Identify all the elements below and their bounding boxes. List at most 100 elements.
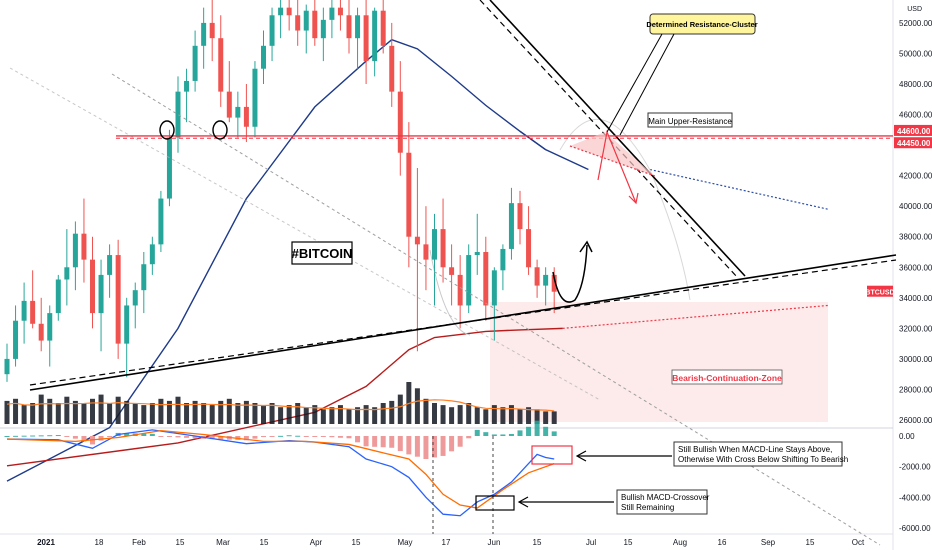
volume-bar bbox=[320, 409, 326, 424]
volume-bar bbox=[132, 403, 138, 424]
candle-body bbox=[337, 7, 343, 16]
volume-bar bbox=[526, 407, 532, 424]
bearish-continuation-zone bbox=[490, 302, 828, 422]
macd-histogram-bar bbox=[124, 433, 130, 436]
volume-bar bbox=[218, 400, 224, 424]
candle-body bbox=[346, 15, 352, 39]
macd-histogram-bar bbox=[457, 436, 463, 447]
macd-histogram-bar bbox=[543, 426, 549, 436]
bounce-projection-curve bbox=[552, 244, 588, 303]
candle-body bbox=[13, 320, 19, 359]
currency-label: USD bbox=[907, 6, 922, 13]
title-box bbox=[291, 241, 353, 265]
macd-note-arrow-head bbox=[575, 450, 587, 462]
candle-body bbox=[252, 68, 258, 127]
candle-body bbox=[312, 10, 318, 39]
macd-histogram-bar bbox=[295, 435, 301, 437]
current-price-tag-label: BTCUSD bbox=[865, 290, 894, 297]
volume-ma-line bbox=[6, 399, 555, 412]
time-tick-label: Aug bbox=[673, 538, 687, 547]
price-tick-label: 36000.00 bbox=[899, 263, 932, 272]
volume-bar bbox=[372, 407, 378, 424]
candle-body bbox=[226, 91, 232, 118]
candle-body bbox=[47, 313, 53, 341]
candle-body bbox=[500, 248, 506, 271]
candle-body bbox=[192, 45, 198, 81]
time-tick-label: May bbox=[397, 538, 412, 547]
time-tick-label: 15 bbox=[352, 538, 361, 547]
macd-note-line-1: Still Bullish When MACD-Line Stays Above… bbox=[678, 445, 832, 454]
macd-histogram-bar bbox=[218, 436, 224, 440]
candle-body bbox=[320, 19, 326, 39]
crossover-note-box bbox=[616, 489, 708, 515]
time-tick-label: 17 bbox=[442, 538, 451, 547]
macd-highlight-box-red bbox=[531, 445, 573, 465]
macd-histogram-bar bbox=[389, 436, 395, 448]
volume-bar bbox=[286, 405, 292, 424]
candle-body bbox=[269, 15, 275, 46]
volume-bar bbox=[72, 400, 78, 424]
candle-body bbox=[457, 274, 463, 306]
candle-body bbox=[534, 267, 540, 286]
macd-histogram-bar bbox=[449, 436, 455, 452]
macd-histogram-bar bbox=[551, 431, 557, 436]
volume-bar bbox=[166, 400, 172, 424]
candle-body bbox=[124, 305, 130, 344]
volume-bar bbox=[414, 388, 420, 424]
descending-resistance-dashed bbox=[479, 0, 739, 279]
candle-body bbox=[235, 106, 241, 118]
macd-histogram-bar bbox=[320, 436, 326, 437]
time-tick-label: Mar bbox=[216, 538, 230, 547]
candle-body bbox=[107, 255, 113, 275]
candle-body bbox=[166, 137, 172, 199]
volume-bar bbox=[30, 403, 36, 424]
candle-body bbox=[115, 255, 121, 344]
macd-histogram-bar bbox=[269, 436, 275, 437]
resistance-price-tag-label: 44450.00 bbox=[897, 139, 931, 148]
macd-histogram-bar bbox=[491, 434, 497, 436]
macd-histogram-bar bbox=[406, 436, 412, 455]
macd-histogram-bar bbox=[13, 435, 19, 437]
macd-histogram-bar bbox=[432, 436, 437, 458]
determined-resistance-label: Determined Resistance-Cluster bbox=[646, 20, 757, 29]
candle-body bbox=[483, 252, 489, 306]
volume-bar bbox=[141, 405, 147, 424]
macd-highlight-box-black bbox=[475, 495, 515, 511]
volume-bar bbox=[4, 400, 10, 424]
macd-histogram-bar bbox=[534, 420, 540, 436]
macd-histogram-bar bbox=[312, 436, 318, 437]
time-tick-label: Apr bbox=[310, 538, 323, 547]
time-tick-label: Jun bbox=[488, 538, 501, 547]
resistance-price-tag bbox=[894, 124, 932, 136]
candle-body bbox=[286, 7, 292, 16]
breakout-circle-1 bbox=[159, 120, 175, 140]
volume-bar bbox=[115, 396, 121, 424]
macd-histogram-bar bbox=[397, 436, 403, 452]
macd-histogram-bar bbox=[30, 435, 36, 437]
candle-body bbox=[201, 22, 207, 46]
candle-body bbox=[414, 236, 420, 245]
bearish-zone-box bbox=[671, 369, 783, 385]
time-tick-label: 15 bbox=[624, 538, 633, 547]
candle-body bbox=[526, 229, 532, 268]
macd-histogram-bar bbox=[372, 436, 378, 447]
breakout-circle-2 bbox=[212, 120, 228, 140]
time-tick-label: 15 bbox=[806, 538, 815, 547]
price-tick-label: 38000.00 bbox=[899, 233, 932, 242]
ma-red-projection bbox=[562, 304, 829, 329]
candle-body bbox=[81, 233, 87, 260]
candle-body bbox=[243, 106, 249, 127]
candle-body bbox=[4, 358, 10, 375]
volume-bar bbox=[21, 405, 27, 424]
bounce-arrow-head bbox=[579, 240, 593, 253]
macd-histogram-bar bbox=[483, 432, 489, 436]
volume-bar bbox=[64, 396, 70, 424]
candle-body bbox=[543, 274, 549, 286]
macd-signal-line bbox=[6, 429, 555, 509]
volume-bar bbox=[423, 398, 429, 424]
macd-histogram-bar bbox=[141, 433, 147, 436]
price-tick-label: 46000.00 bbox=[899, 111, 932, 120]
volume-bar bbox=[363, 405, 369, 424]
